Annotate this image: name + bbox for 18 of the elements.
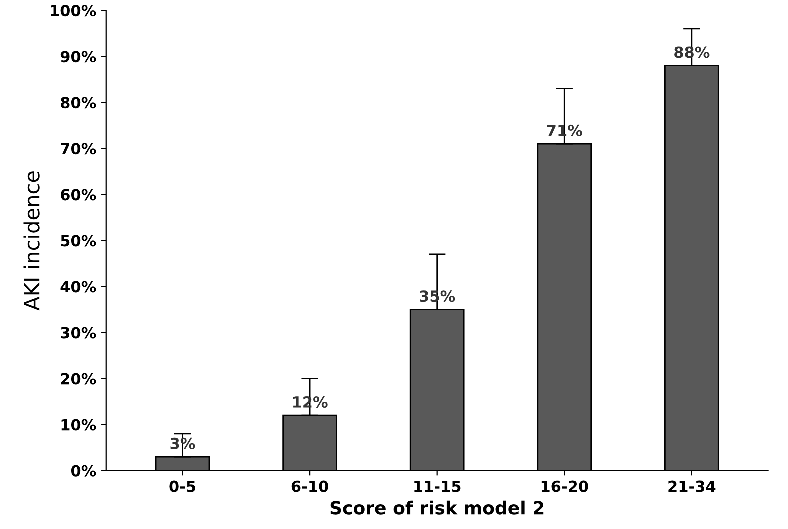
y-tick-label: 0%: [71, 465, 96, 477]
y-tick-label: 60%: [61, 189, 96, 201]
y-tick-label: 20%: [61, 373, 96, 385]
x-tick-label: 11-15: [414, 481, 461, 492]
x-tick-label: 16-20: [542, 480, 588, 492]
x-tick-label: 0-5: [170, 480, 196, 492]
x-axis-title: Score of risk model 2: [330, 500, 544, 515]
y-tick-label: 80%: [61, 97, 96, 109]
y-tick-label: 40%: [60, 281, 96, 293]
y-tick-label: 50%: [61, 235, 96, 247]
y-tick-label: 70%: [61, 143, 96, 155]
y-tick-label: 10%: [62, 419, 96, 431]
y-tick-label: 90%: [60, 51, 96, 63]
y-tick-label: 30%: [61, 327, 96, 339]
x-tick-label: 6-10: [292, 480, 328, 492]
y-axis-title: AKI incidence: [24, 172, 40, 311]
x-tick-label: 21-34: [668, 480, 716, 492]
y-tick-label: 100%: [51, 5, 96, 17]
